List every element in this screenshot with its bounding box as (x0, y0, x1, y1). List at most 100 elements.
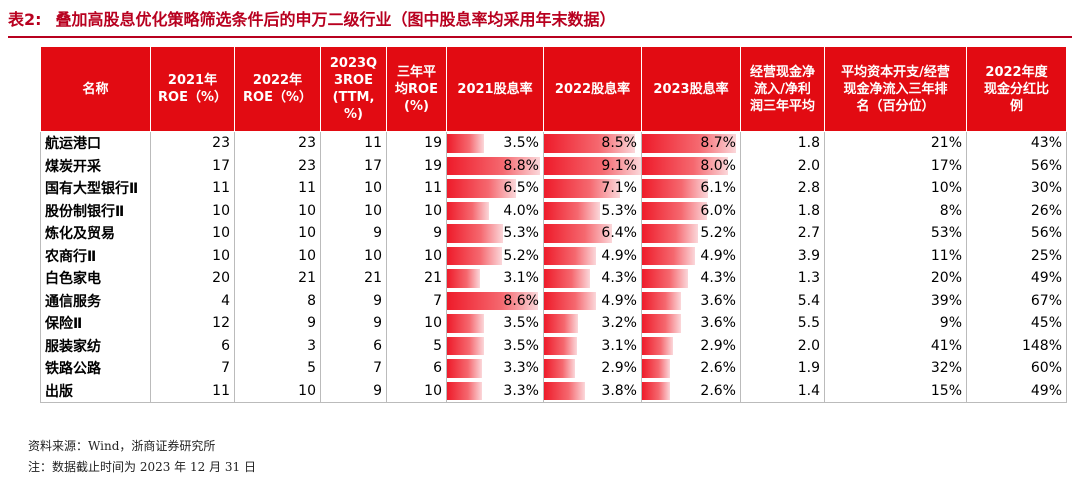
roe-2022-cell: 9 (234, 312, 321, 335)
roe-avg-cell: 6 (386, 357, 447, 380)
roe-2022-cell: 23 (234, 131, 321, 155)
roe-2021-cell: 11 (150, 177, 235, 200)
header-dy-2023: 2023股息率 (641, 46, 741, 132)
date-note: 注：数据截止时间为 2023 年 12 月 31 日 (28, 460, 256, 474)
dividend-yield-bar (447, 156, 540, 175)
dividend-yield-bar (544, 381, 585, 400)
roe-avg-cell: 19 (386, 154, 447, 177)
dividend-yield-value: 9.1% (601, 157, 637, 174)
dividend-yield-value: 5.2% (700, 225, 736, 242)
dy-2022-cell: 5.3% (543, 199, 642, 222)
cashflow-ratio-cell: 1.4 (740, 379, 825, 403)
dy-2021-cell: 3.1% (446, 267, 544, 290)
dy-2022-cell: 6.4% (543, 222, 642, 245)
cashflow-ratio-cell: 3.9 (740, 244, 825, 267)
roe-2022-cell: 5 (234, 357, 321, 380)
dividend-yield-value: 3.6% (700, 315, 736, 332)
payout-ratio-cell: 25% (966, 244, 1067, 267)
dividend-yield-value: 5.3% (503, 225, 539, 242)
dividend-yield-bar (642, 269, 689, 288)
roe-avg-cell: 10 (386, 379, 447, 403)
payout-ratio-cell: 49% (966, 379, 1067, 403)
table-row: 铁路公路 7 5 7 6 3.3% 2.9% 2.6% 1.9 32% 60% (40, 357, 1067, 380)
cashflow-ratio-cell: 1.8 (740, 199, 825, 222)
dividend-yield-value: 4.9% (601, 292, 637, 309)
industry-name: 出版 (40, 379, 151, 403)
capex-rank-cell: 9% (824, 312, 967, 335)
dividend-yield-value: 6.4% (601, 225, 637, 242)
dividend-yield-bar (544, 246, 597, 265)
header-name: 名称 (40, 46, 151, 132)
header-roe-2021: 2021年 ROE（%） (150, 46, 235, 132)
roe-avg-cell: 10 (386, 199, 447, 222)
dividend-yield-bar (447, 246, 502, 265)
dy-2022-cell: 4.9% (543, 289, 642, 312)
roe-2021-cell: 17 (150, 154, 235, 177)
roe-2022-cell: 10 (234, 244, 321, 267)
dividend-yield-value: 8.5% (601, 135, 637, 152)
dividend-yield-bar (447, 201, 490, 220)
dividend-yield-bar (642, 179, 708, 198)
dividend-yield-value: 6.1% (700, 180, 736, 197)
dividend-yield-bar (544, 336, 578, 355)
roe-2023q3-cell: 9 (320, 222, 387, 245)
table-caption-text: 叠加高股息优化策略筛选条件后的申万二级行业（图中股息率均采用年末数据） (55, 10, 616, 29)
header-roe-avg: 三年平 均ROE (%) (386, 46, 447, 132)
dy-2022-cell: 4.9% (543, 244, 642, 267)
capex-rank-cell: 41% (824, 334, 967, 357)
dy-2022-cell: 7.1% (543, 177, 642, 200)
dy-2021-cell: 3.5% (446, 334, 544, 357)
industry-name: 白色家电 (40, 267, 151, 290)
table-row: 国有大型银行Ⅱ 11 11 10 11 6.5% 7.1% 6.1% 2.8 10% 30% (40, 177, 1067, 200)
dividend-yield-bar (544, 179, 620, 198)
capex-rank-cell: 17% (824, 154, 967, 177)
dividend-yield-bar (544, 201, 601, 220)
dividend-yield-bar (642, 156, 729, 175)
industry-name: 服装家纺 (40, 334, 151, 357)
dividend-yield-bar (642, 201, 707, 220)
dividend-yield-bar (544, 291, 597, 310)
industry-table: 名称 2021年 ROE（%） 2022年 ROE（%） 2023Q 3ROE (TTM… (40, 46, 1067, 403)
table-row: 股份制银行Ⅱ 10 10 10 10 4.0% 5.3% 6.0% 1.8 8% 26% (40, 199, 1067, 222)
roe-2022-cell: 10 (234, 199, 321, 222)
cashflow-ratio-cell: 5.4 (740, 289, 825, 312)
dividend-yield-bar (544, 269, 590, 288)
dividend-yield-value: 3.5% (503, 337, 539, 354)
table-caption: 表2: 叠加高股息优化策略筛选条件后的申万二级行业（图中股息率均采用年末数据） (8, 6, 1072, 38)
payout-ratio-cell: 67% (966, 289, 1067, 312)
dy-2022-cell: 3.8% (543, 379, 642, 403)
industry-name: 农商行Ⅱ (40, 244, 151, 267)
dividend-yield-bar (447, 134, 484, 153)
dividend-yield-value: 3.2% (601, 315, 637, 332)
dividend-yield-value: 7.1% (601, 180, 637, 197)
source-note: 资料来源：Wind，浙商证券研究所 (28, 439, 216, 453)
dividend-yield-value: 3.5% (503, 315, 539, 332)
table-row: 煤炭开采 17 23 17 19 8.8% 9.1% 8.0% 2.0 17% 56% (40, 154, 1067, 177)
dy-2022-cell: 8.5% (543, 131, 642, 155)
dividend-yield-bar (447, 336, 484, 355)
table-row: 保险Ⅱ 12 9 9 10 3.5% 3.2% 3.6% 5.5 9% 45% (40, 312, 1067, 335)
roe-avg-cell: 10 (386, 244, 447, 267)
dy-2021-cell: 6.5% (446, 177, 544, 200)
header-roe-2022: 2022年 ROE（%） (234, 46, 321, 132)
header-dy-2022: 2022股息率 (543, 46, 642, 132)
dy-2023-cell: 3.6% (641, 312, 741, 335)
capex-rank-cell: 21% (824, 131, 967, 155)
dividend-yield-bar (544, 224, 613, 243)
payout-ratio-cell: 56% (966, 154, 1067, 177)
header-cashflow-ratio: 经营现金净 流入/净利 润三年平均 (740, 46, 825, 132)
roe-2023q3-cell: 11 (320, 131, 387, 155)
dividend-yield-value: 5.2% (503, 247, 539, 264)
roe-2023q3-cell: 9 (320, 289, 387, 312)
roe-2023q3-cell: 6 (320, 334, 387, 357)
dividend-yield-value: 2.6% (700, 382, 736, 399)
dividend-yield-bar (642, 314, 681, 333)
dy-2023-cell: 2.9% (641, 334, 741, 357)
cashflow-ratio-cell: 5.5 (740, 312, 825, 335)
dy-2021-cell: 3.5% (446, 312, 544, 335)
dividend-yield-value: 8.7% (700, 135, 736, 152)
dividend-yield-bar (544, 359, 575, 378)
dividend-yield-value: 4.9% (601, 247, 637, 264)
roe-avg-cell: 5 (386, 334, 447, 357)
dividend-yield-bar (642, 224, 698, 243)
